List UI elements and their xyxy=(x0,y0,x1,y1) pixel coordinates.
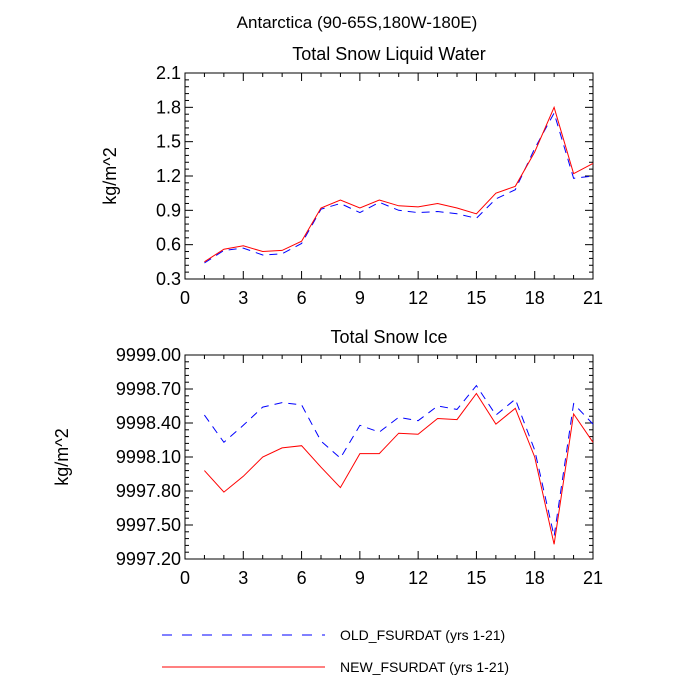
plot-frame-liquid-water xyxy=(184,72,594,280)
series-line-new-liquid-water xyxy=(204,105,594,263)
x-tick-label-liquid-water: 9 xyxy=(355,288,365,308)
y-tick-label-snow-ice: 9997.20 xyxy=(116,549,181,569)
x-tick-label-liquid-water: 15 xyxy=(466,288,486,308)
y-tick-label-snow-ice: 9999.00 xyxy=(116,345,181,365)
y-tick-label-snow-ice: 9998.10 xyxy=(116,447,181,467)
x-tick-label-snow-ice: 0 xyxy=(180,568,190,588)
x-tick-label-liquid-water: 6 xyxy=(297,288,307,308)
x-tick-label-snow-ice: 6 xyxy=(297,568,307,588)
y-tick-label-liquid-water: 0.9 xyxy=(156,200,181,220)
series-line-old-snow-ice xyxy=(203,384,594,537)
y-tick-label-liquid-water: 1.2 xyxy=(156,166,181,186)
x-tick-label-snow-ice: 12 xyxy=(408,568,428,588)
y-tick-label-liquid-water: 1.5 xyxy=(156,132,181,152)
panel-title-snow-ice: Total Snow Ice xyxy=(330,327,447,347)
y-tick-label-liquid-water: 0.3 xyxy=(156,269,181,289)
x-tick-label-liquid-water: 21 xyxy=(583,288,603,308)
y-tick-label-snow-ice: 9997.80 xyxy=(116,481,181,501)
y-tick-label-snow-ice: 9997.50 xyxy=(116,515,181,535)
y-axis-label-liquid-water: kg/m^2 xyxy=(100,147,120,204)
x-tick-label-snow-ice: 15 xyxy=(466,568,486,588)
chart-panel-liquid-water: Total Snow Liquid Water kg/m^2 0 3 6 9 12 15 18 2… xyxy=(100,44,603,308)
legend-label-old: OLD_FSURDAT (yrs 1-21) xyxy=(340,627,505,643)
legend: OLD_FSURDAT (yrs 1-21) NEW_FSURDAT (yrs … xyxy=(162,627,509,675)
y-tick-label-snow-ice: 9998.70 xyxy=(116,379,181,399)
y-tick-label-liquid-water: 1.8 xyxy=(156,97,181,117)
chart-panel-snow-ice: Total Snow Ice kg/m^2 0 3 6 9 12 15 18 21 9997.20 9… xyxy=(52,327,603,588)
figure-title: Antarctica (90-65S,180W-180E) xyxy=(237,13,478,32)
x-tick-label-snow-ice: 21 xyxy=(583,568,603,588)
legend-label-new: NEW_FSURDAT (yrs 1-21) xyxy=(340,659,509,675)
x-tick-label-snow-ice: 3 xyxy=(238,568,248,588)
x-tick-label-snow-ice: 9 xyxy=(355,568,365,588)
x-tick-label-liquid-water: 18 xyxy=(525,288,545,308)
x-tick-label-liquid-water: 0 xyxy=(180,288,190,308)
y-tick-label-liquid-water: 2.1 xyxy=(156,63,181,83)
x-tick-label-liquid-water: 3 xyxy=(238,288,248,308)
plot-frame-snow-ice xyxy=(184,354,594,560)
x-tick-label-snow-ice: 18 xyxy=(525,568,545,588)
series-line-old-liquid-water xyxy=(204,111,594,264)
series-line-new-snow-ice xyxy=(204,392,594,545)
y-tick-label-liquid-water: 0.6 xyxy=(156,235,181,255)
x-tick-label-liquid-water: 12 xyxy=(408,288,428,308)
y-axis-label-snow-ice: kg/m^2 xyxy=(52,428,72,485)
panel-title-liquid-water: Total Snow Liquid Water xyxy=(292,44,485,64)
y-tick-label-snow-ice: 9998.40 xyxy=(116,413,181,433)
